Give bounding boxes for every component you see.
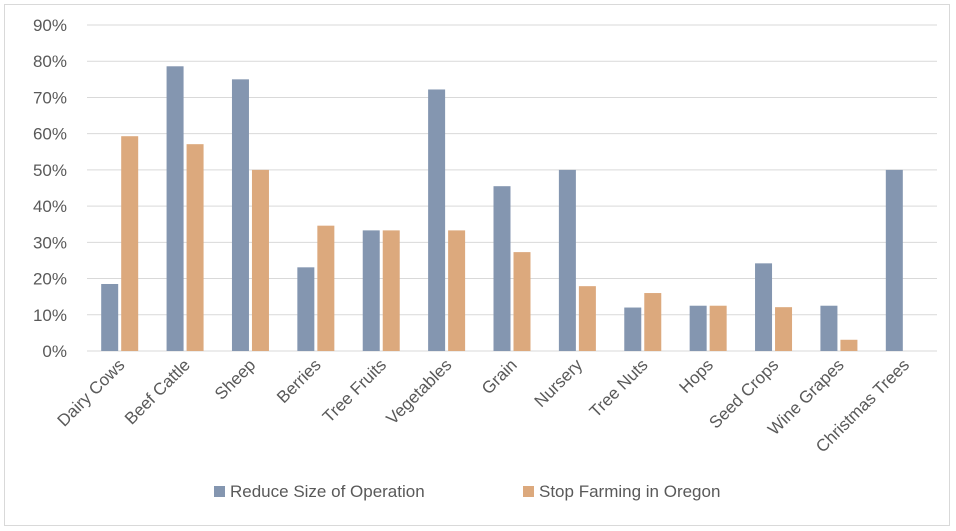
x-category-label: Vegetables bbox=[383, 355, 456, 428]
bar-stop-wine-grapes bbox=[840, 339, 858, 351]
y-tick-label: 10% bbox=[33, 306, 67, 325]
bar-stop-sheep bbox=[251, 169, 269, 351]
y-tick-label: 50% bbox=[33, 161, 67, 180]
bar-stop-seed-crops bbox=[775, 307, 793, 351]
bar-reduce-hops bbox=[689, 305, 707, 351]
gridlines bbox=[87, 24, 937, 352]
y-tick-label: 40% bbox=[33, 197, 67, 216]
bar-reduce-christmas-trees bbox=[885, 169, 903, 351]
bar-reduce-grain bbox=[493, 186, 511, 351]
y-tick-label: 0% bbox=[42, 342, 67, 361]
x-category-label: Berries bbox=[273, 355, 325, 407]
bar-reduce-beef-cattle bbox=[166, 66, 184, 351]
bar-stop-hops bbox=[709, 305, 727, 351]
y-tick-label: 90% bbox=[33, 16, 67, 35]
y-tick-label: 30% bbox=[33, 233, 67, 252]
x-category-label: Hops bbox=[675, 355, 716, 396]
y-tick-label: 20% bbox=[33, 270, 67, 289]
bar-reduce-tree-nuts bbox=[624, 307, 642, 351]
x-category-label: Sheep bbox=[211, 355, 259, 403]
legend: Reduce Size of Operation Stop Farming in … bbox=[214, 482, 720, 501]
bar-stop-dairy-cows bbox=[121, 136, 139, 351]
bar-reduce-sheep bbox=[231, 79, 249, 351]
y-axis-ticks: 0% 10% 20% 30% 40% 50% 60% 70% 80% 90% bbox=[33, 16, 67, 361]
x-category-label: Grain bbox=[478, 355, 521, 398]
bar-reduce-seed-crops bbox=[755, 263, 773, 351]
bars bbox=[101, 66, 903, 351]
bar-stop-vegetables bbox=[448, 230, 466, 351]
bar-reduce-nursery bbox=[558, 169, 576, 351]
bar-reduce-berries bbox=[297, 267, 315, 351]
legend-swatch bbox=[214, 486, 225, 497]
bar-reduce-vegetables bbox=[428, 89, 446, 351]
bar-stop-nursery bbox=[578, 286, 596, 351]
bar-stop-tree-nuts bbox=[644, 293, 662, 351]
x-category-label: Nursery bbox=[531, 355, 587, 411]
bar-stop-tree-fruits bbox=[382, 230, 400, 351]
y-tick-label: 60% bbox=[33, 125, 67, 144]
y-tick-label: 80% bbox=[33, 52, 67, 71]
bar-stop-beef-cattle bbox=[186, 144, 204, 351]
bar-stop-berries bbox=[317, 225, 335, 351]
x-category-label: Beef Cattle bbox=[121, 355, 194, 428]
bar-reduce-wine-grapes bbox=[820, 305, 838, 351]
bar-stop-grain bbox=[513, 252, 531, 351]
x-category-label: Tree Nuts bbox=[586, 355, 652, 421]
chart-frame bbox=[4, 4, 950, 526]
legend-label: Reduce Size of Operation bbox=[230, 482, 425, 501]
y-tick-label: 70% bbox=[33, 88, 67, 107]
legend-label: Stop Farming in Oregon bbox=[539, 482, 720, 501]
legend-swatch bbox=[523, 486, 534, 497]
x-category-label: Tree Fruits bbox=[319, 355, 390, 426]
bar-reduce-dairy-cows bbox=[101, 283, 119, 351]
bar-reduce-tree-fruits bbox=[362, 230, 380, 351]
x-category-label: Dairy Cows bbox=[54, 355, 129, 430]
